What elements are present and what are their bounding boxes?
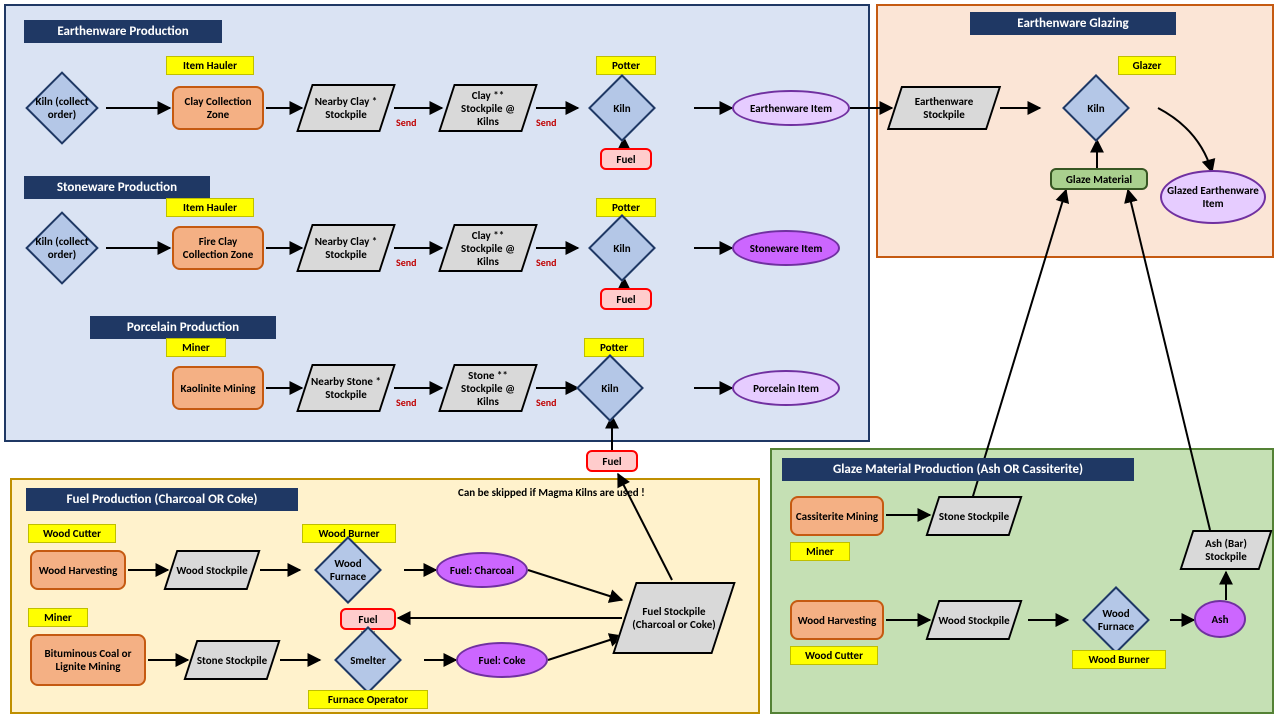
header-porcelain-production: Porcelain Production <box>90 316 276 339</box>
send-label-1b: Send <box>536 116 557 129</box>
kiln-diamond-1: Kiln <box>588 74 656 142</box>
fuel-coke: Fuel: Coke <box>456 642 548 678</box>
send-label-3b: Send <box>536 396 557 409</box>
kiln-diamond-glaze: Kiln <box>1062 74 1130 142</box>
role-item-hauler-2: Item Hauler <box>166 198 254 217</box>
glaze-material-box: Glaze Material <box>1050 168 1148 190</box>
wood-stockpile-glaze: Wood Stockpile <box>926 600 1023 640</box>
fire-clay-collection-zone: Fire Clay Collection Zone <box>172 226 264 270</box>
role-wood-cutter-fuel: Wood Cutter <box>28 524 116 543</box>
header-stoneware-production: Stoneware Production <box>24 176 210 199</box>
fuel-box-1: Fuel <box>600 148 652 170</box>
fuel-charcoal: Fuel: Charcoal <box>436 552 528 588</box>
wood-stockpile-fuel: Wood Stockpile <box>164 550 261 590</box>
porcelain-item: Porcelain Item <box>732 370 840 406</box>
role-potter-1: Potter <box>596 56 656 75</box>
stone-stockpile-fuel: Stone Stockpile <box>184 640 281 680</box>
earthenware-item: Earthenware Item <box>732 90 850 126</box>
smelter-diamond: Smelter <box>334 626 402 694</box>
nearby-stone-stockpile: Nearby Stone * Stockpile <box>296 364 396 412</box>
header-earthenware-production: Earthenware Production <box>24 20 222 43</box>
wood-harvesting-glaze: Wood Harvesting <box>790 600 884 640</box>
clay-collection-zone: Clay Collection Zone <box>172 86 264 130</box>
region-glaze-material <box>770 448 1274 714</box>
role-glazer: Glazer <box>1118 56 1176 75</box>
role-wood-burner-glaze: Wood Burner <box>1072 650 1166 669</box>
glazed-earthenware-item: Glazed Earthenware Item <box>1160 170 1266 224</box>
wood-furnace-fuel: Wood Furnace <box>314 536 382 604</box>
region-production <box>4 4 870 442</box>
fuel-stockpile: Fuel Stockpile (Charcoal or Coke) <box>612 582 735 654</box>
role-miner-cassiterite: Miner <box>790 542 850 561</box>
fuel-box-2: Fuel <box>600 288 652 310</box>
stone-stockpile-kilns: Stone ** Stockpile @ Kilns <box>438 364 538 412</box>
role-miner-fuel: Miner <box>28 608 88 627</box>
role-potter-2: Potter <box>596 198 656 217</box>
nearby-clay-stockpile-1: Nearby Clay * Stockpile <box>296 84 396 132</box>
kiln-collect-1: Kiln (collect order) <box>25 71 99 145</box>
ash-bar-stockpile: Ash (Bar) Stockpile <box>1180 530 1273 570</box>
cassiterite-mining: Cassiterite Mining <box>790 496 884 536</box>
earthenware-stockpile: Earthenware Stockpile <box>887 86 1001 130</box>
fuel-box-3: Fuel <box>586 450 638 472</box>
ash-output: Ash <box>1194 600 1246 638</box>
role-item-hauler-1: Item Hauler <box>166 56 254 75</box>
role-wood-cutter-glaze: Wood Cutter <box>790 646 878 665</box>
kaolinite-mining: Kaolinite Mining <box>172 366 264 410</box>
role-furnace-operator: Furnace Operator <box>308 690 428 709</box>
role-miner-porcelain: Miner <box>166 338 226 357</box>
wood-furnace-glaze: Wood Furnace <box>1082 586 1150 654</box>
kiln-collect-2: Kiln (collect order) <box>25 211 99 285</box>
stone-stockpile-glaze: Stone Stockpile <box>926 496 1023 536</box>
clay-stockpile-kilns-1: Clay ** Stockpile @ Kilns <box>438 84 538 132</box>
clay-stockpile-kilns-2: Clay ** Stockpile @ Kilns <box>438 224 538 272</box>
stoneware-item: Stoneware Item <box>732 230 840 266</box>
role-potter-3: Potter <box>584 338 644 357</box>
send-label-3a: Send <box>396 396 417 409</box>
send-label-1a: Send <box>396 116 417 129</box>
header-fuel-production: Fuel Production (Charcoal OR Coke) <box>26 488 298 511</box>
kiln-diamond-2: Kiln <box>588 214 656 282</box>
kiln-diamond-3: Kiln <box>576 354 644 422</box>
send-label-2a: Send <box>396 256 417 269</box>
send-label-2b: Send <box>536 256 557 269</box>
magma-note: Can be skipped if Magma Kilns are used ! <box>458 486 658 499</box>
nearby-clay-stockpile-2: Nearby Clay * Stockpile <box>296 224 396 272</box>
wood-harvesting-fuel: Wood Harvesting <box>30 550 126 590</box>
header-glaze-material-production: Glaze Material Production (Ash OR Cassit… <box>782 458 1134 481</box>
bituminous-coal-mining: Bituminous Coal or Lignite Mining <box>30 634 146 686</box>
header-earthenware-glazing: Earthenware Glazing <box>970 12 1176 35</box>
